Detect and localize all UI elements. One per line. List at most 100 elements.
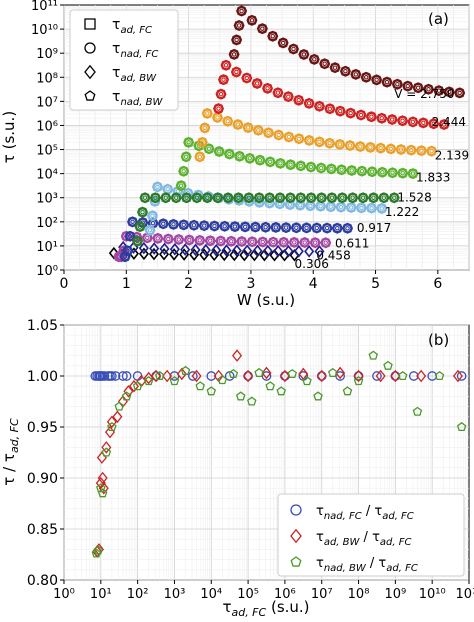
data-point [162, 369, 173, 383]
data-point [375, 369, 386, 383]
data-point [121, 371, 132, 381]
curve-label: 0.458 [316, 249, 350, 263]
data-point-core [202, 125, 208, 131]
data-point [234, 150, 246, 162]
data-point [350, 68, 362, 80]
data-point [303, 97, 315, 109]
data-point [407, 116, 419, 128]
data-point [412, 82, 424, 94]
data-point-core [218, 91, 224, 97]
data-point [456, 371, 467, 381]
data-point [152, 232, 164, 244]
data-point-core [391, 195, 397, 201]
data-point [308, 53, 320, 65]
data-point-core [384, 79, 390, 85]
data-point [256, 23, 268, 35]
data-point [279, 369, 290, 383]
data-point [249, 248, 260, 262]
data-point [319, 58, 331, 70]
data-point-core [343, 68, 348, 74]
y-tick-label: 10² [36, 216, 58, 231]
data-point [254, 154, 266, 166]
data-point-core [231, 52, 237, 57]
data-point-core [254, 81, 260, 86]
data-point [376, 166, 388, 178]
data-point [293, 133, 305, 145]
data-point [201, 107, 213, 119]
data-point-core [357, 144, 363, 149]
curve-series [132, 192, 400, 247]
data-point-core [137, 224, 143, 229]
data-point-core [410, 171, 416, 176]
legend-label-base: τ [112, 89, 120, 105]
data-point-core [327, 140, 333, 146]
legend-label: τnad, BW / τad, FC [316, 556, 418, 574]
data-point [231, 244, 242, 257]
data-point [397, 115, 409, 127]
data-point-core [283, 225, 289, 230]
data-point [274, 157, 286, 169]
data-point-core [197, 238, 203, 243]
data-point [112, 410, 123, 424]
data-point [93, 545, 104, 555]
data-point [325, 163, 337, 175]
data-point-core [308, 203, 313, 209]
data-point-core [153, 195, 158, 201]
data-point [407, 168, 419, 180]
data-point-core [329, 166, 334, 172]
data-point-core [221, 77, 226, 83]
data-point-core [348, 205, 354, 210]
data-point [376, 202, 388, 214]
data-point [257, 236, 269, 248]
data-point-core [207, 238, 213, 244]
data-point-core [345, 225, 350, 231]
y-tick-label: 10¹ [36, 240, 58, 255]
data-point-core [291, 46, 296, 52]
series-diamond [92, 349, 463, 558]
data-point-core [165, 186, 171, 192]
data-point [239, 221, 251, 233]
legend-label-base: τ [316, 504, 324, 519]
curve-series [118, 240, 325, 258]
x-tick-label: 2 [184, 276, 193, 292]
data-point-core [165, 236, 171, 242]
legend-label-base: τ [316, 530, 324, 545]
data-point [101, 441, 112, 454]
y-tick-label: 10⁶ [36, 119, 58, 134]
data-point-core [296, 136, 302, 142]
data-point [139, 192, 151, 204]
data-point-core [181, 168, 186, 174]
legend-label: τnad, FC [112, 41, 158, 60]
data-point [276, 386, 286, 396]
data-point-core [275, 90, 281, 96]
data-point-core [337, 142, 343, 147]
panel-b-y-axis-label: τ / τad, FC [0, 418, 21, 486]
data-point-core [249, 17, 255, 23]
data-point [284, 192, 296, 204]
data-point-core [163, 195, 169, 201]
data-point [262, 127, 274, 139]
data-point-core [236, 23, 242, 28]
legend-label-sub: ad, BW [324, 537, 361, 548]
data-point-core [125, 248, 130, 254]
data-point [162, 233, 174, 245]
data-point [121, 391, 132, 401]
data-point-core [246, 195, 252, 201]
series-pentagon [91, 350, 467, 558]
data-point-core [410, 119, 416, 125]
data-point [335, 366, 346, 380]
data-point-core [339, 167, 344, 173]
data-point-core [237, 153, 242, 159]
legend-label-sub: nad, BW [324, 563, 367, 574]
data-point-core [318, 165, 324, 171]
data-point-core [379, 169, 385, 175]
data-point [97, 488, 108, 498]
data-point [295, 160, 307, 172]
panel-b-x-axis-label-base: τ [222, 598, 231, 616]
data-point-core [293, 225, 299, 231]
data-point-core [319, 195, 324, 201]
data-point [390, 369, 401, 383]
panel-a-ticks: 0 1 2 3 4 5 6 10⁰ 10¹ 10² 10³ 10⁴ 10⁵ 10⁶ 10⁷ 10⁸ 10⁹ 10¹… [31, 0, 442, 292]
data-point [110, 371, 121, 381]
